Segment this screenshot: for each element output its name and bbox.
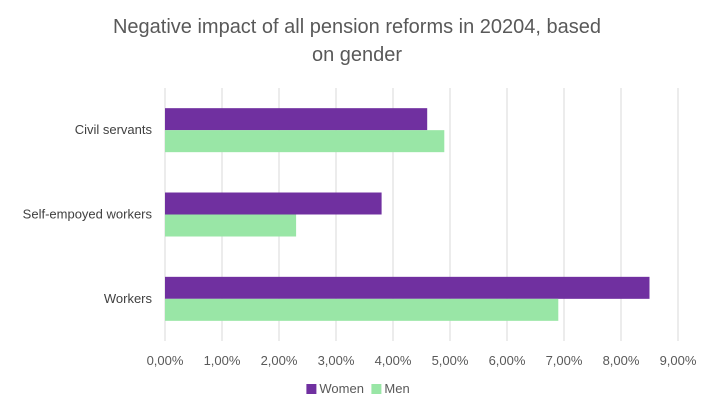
x-tick-label: 1,00% bbox=[204, 353, 241, 368]
legend-swatch-women bbox=[306, 384, 317, 394]
x-tick-label: 2,00% bbox=[261, 353, 298, 368]
bar-women bbox=[165, 108, 428, 131]
x-tick-label: 4,00% bbox=[375, 353, 412, 368]
legend-swatch-men bbox=[371, 384, 382, 394]
x-axis-tick-labels: 0,00% 1,00% 2,00% 3,00% 4,00% 5,00% 6,00% 7,00%… bbox=[147, 353, 697, 368]
chart-title-line-1: Negative impact of all pension reforms i… bbox=[113, 16, 601, 38]
x-tick-label: 3,00% bbox=[318, 353, 355, 368]
category-label: Workers bbox=[104, 291, 153, 306]
x-tick-label: 6,00% bbox=[489, 353, 526, 368]
category-label: Self-empoyed workers bbox=[23, 207, 153, 222]
bar-men bbox=[165, 298, 559, 321]
legend: Women Men bbox=[306, 381, 410, 396]
x-tick-label: 9,00% bbox=[660, 353, 697, 368]
x-tick-label: 5,00% bbox=[432, 353, 469, 368]
bar-women bbox=[165, 276, 650, 299]
category-label: Civil servants bbox=[75, 122, 153, 137]
legend-label-women: Women bbox=[319, 381, 364, 396]
chart-title-line-2: on gender bbox=[312, 44, 402, 66]
x-tick-label: 0,00% bbox=[147, 353, 184, 368]
bar-men bbox=[165, 214, 297, 237]
bar-women bbox=[165, 192, 382, 215]
legend-label-men: Men bbox=[384, 381, 409, 396]
bars bbox=[165, 108, 650, 321]
x-tick-label: 8,00% bbox=[603, 353, 640, 368]
bar-men bbox=[165, 130, 445, 153]
category-labels: Workers Self-empoyed workers Civil servant… bbox=[23, 122, 153, 306]
x-tick-label: 7,00% bbox=[546, 353, 583, 368]
